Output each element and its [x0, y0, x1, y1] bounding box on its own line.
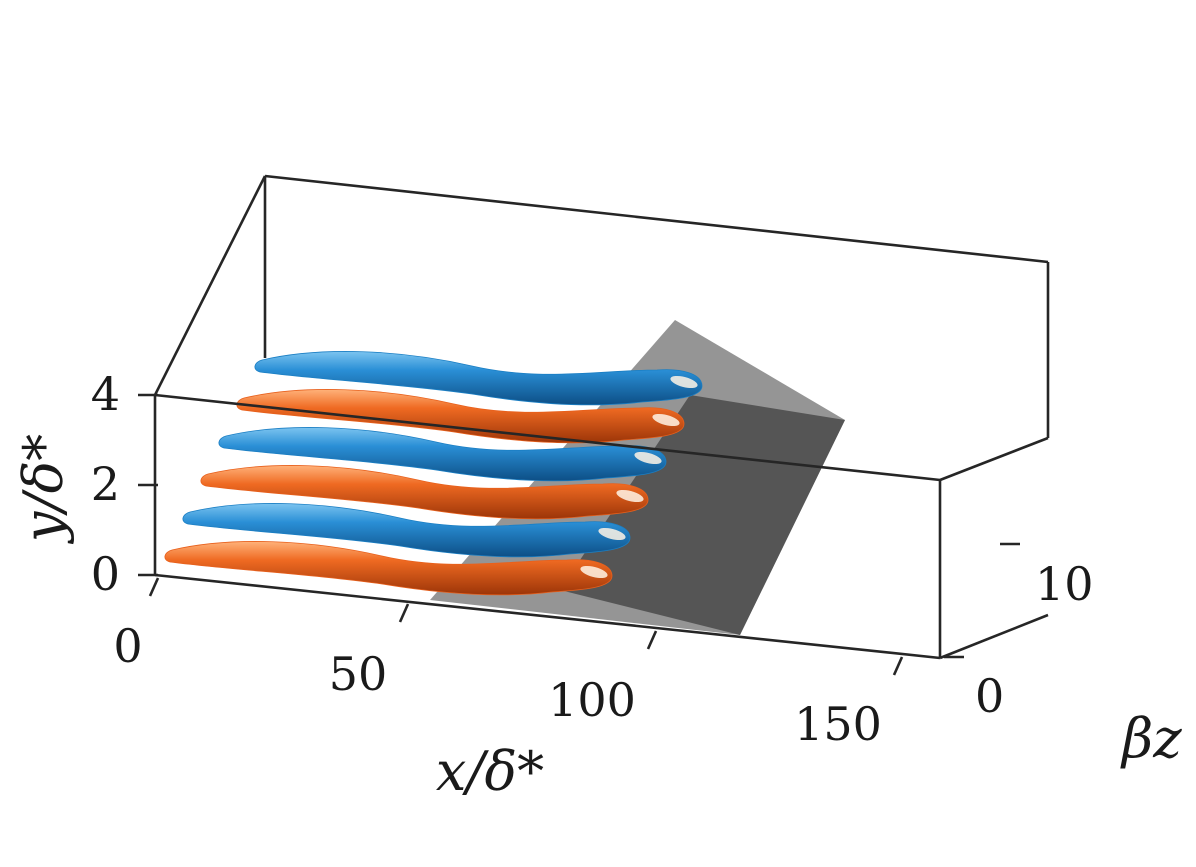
- positive-streak: [200, 465, 649, 520]
- z-tick-label: 10: [1035, 557, 1094, 611]
- positive-streak: [236, 389, 685, 444]
- streak-highlight: [616, 489, 644, 503]
- streak-highlight: [634, 451, 662, 465]
- x-tick-label: 50: [329, 647, 388, 701]
- y-tick-label: 2: [91, 457, 120, 511]
- x-tick-label: 150: [794, 697, 882, 751]
- z-axis-label: βz: [1120, 707, 1182, 770]
- streak-highlight: [598, 527, 626, 541]
- z-tick-label: 0: [975, 669, 1004, 723]
- x-tick-label: 0: [113, 619, 142, 673]
- y-tick-label: 4: [91, 367, 120, 421]
- y-axis-label: y/δ*: [12, 434, 75, 544]
- streak-isosurfaces: [164, 351, 703, 596]
- box-back-edges: [153, 174, 1050, 438]
- box-front-edges: [153, 393, 1049, 660]
- y-tick-label: 0: [91, 547, 120, 601]
- y-axis-ticks: 4 2 0: [91, 367, 158, 601]
- streak-highlight: [580, 565, 608, 579]
- negative-streak: [218, 427, 667, 482]
- z-axis-ticks: 10 0: [944, 542, 1094, 723]
- negative-streak: [182, 503, 631, 558]
- x-axis-label: x/δ*: [436, 740, 544, 803]
- negative-streak: [254, 351, 703, 406]
- streak-highlight: [652, 413, 680, 427]
- x-tick-label: 100: [548, 673, 636, 727]
- positive-streak: [164, 541, 613, 596]
- streak-highlight: [670, 375, 698, 389]
- x-axis-ticks: 0 50 100 150: [113, 577, 904, 751]
